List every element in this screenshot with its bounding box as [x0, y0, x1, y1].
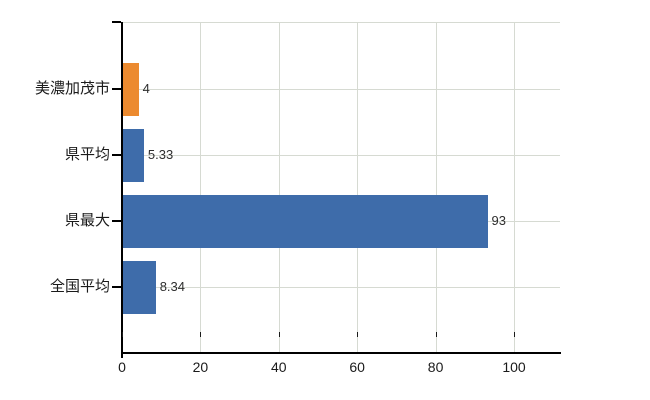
bar-value-label: 4 — [142, 81, 150, 96]
horizontal-gridline — [122, 287, 560, 288]
category-label: 全国平均 — [49, 278, 110, 295]
x-axis-line — [121, 352, 561, 354]
category-label: 県最大 — [64, 212, 110, 229]
bar-highlight — [123, 62, 139, 116]
vertical-gridline — [514, 22, 515, 352]
x-axis-tick — [357, 332, 359, 337]
category-label: 県平均 — [64, 146, 110, 163]
bar-value-label: 5.33 — [147, 147, 174, 162]
x-axis-tick — [122, 332, 123, 337]
plot-area: 4 5.33 93 8.34 — [122, 22, 560, 352]
x-axis-tick — [200, 332, 202, 337]
x-tick-label: 100 — [502, 359, 526, 375]
x-tick-label: 40 — [271, 359, 287, 375]
bar-default — [123, 128, 144, 182]
horizontal-gridline — [122, 89, 560, 90]
vertical-gridline — [357, 22, 359, 352]
bar-default — [123, 260, 156, 314]
vertical-gridline — [435, 22, 437, 352]
y-axis-end-tick — [112, 21, 121, 23]
category-label: 美濃加茂市 — [34, 80, 110, 97]
category-tick — [112, 154, 121, 156]
bar-value-label: 93 — [491, 213, 507, 228]
category-tick — [112, 220, 121, 222]
vertical-gridline — [200, 22, 202, 352]
vertical-gridline — [278, 22, 280, 352]
category-tick — [112, 88, 121, 90]
bar-default — [123, 194, 488, 248]
plot-top-border — [122, 22, 560, 23]
x-tick-label: 60 — [349, 359, 365, 375]
y-axis-line — [121, 22, 123, 358]
x-tick-label: 20 — [192, 359, 209, 375]
x-axis-tick — [514, 332, 515, 337]
x-axis-tick — [278, 332, 280, 337]
category-tick — [112, 286, 121, 288]
x-axis-tick — [435, 332, 437, 337]
horizontal-gridline — [122, 155, 560, 156]
x-tick-label: 80 — [427, 359, 444, 375]
x-tick-label: 0 — [118, 359, 126, 375]
bar-value-label: 8.34 — [159, 279, 185, 294]
